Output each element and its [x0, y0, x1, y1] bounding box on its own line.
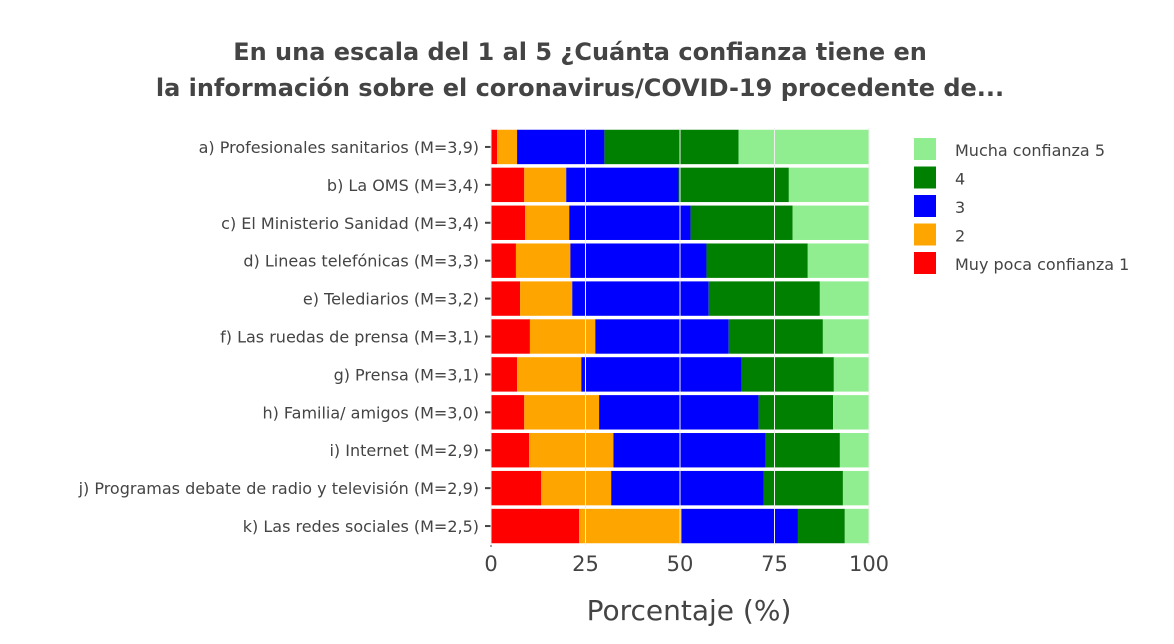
- y-axis: a) Profesionales sanitarios (M=3,9) b) La…: [78, 128, 492, 547]
- bar-segment-c-level-1: [491, 205, 526, 240]
- bar-segment-k-level-4: [797, 508, 845, 544]
- legend-label: 3: [955, 198, 965, 217]
- bar-segment-f-level-5: [822, 319, 869, 354]
- legend-item[interactable]: 2: [914, 223, 965, 246]
- bar-segment-h-level-2: [524, 395, 600, 430]
- legend-swatch: [914, 195, 936, 217]
- bar-segment-f-level-1: [491, 319, 530, 354]
- bar-segment-i-level-1: [491, 433, 530, 468]
- bar-segment-k-level-2: [579, 508, 682, 544]
- bar-segment-g-level-2: [517, 357, 582, 392]
- legend-swatch: [914, 138, 936, 160]
- y-tick-label: e) Telediarios (M=3,2): [303, 290, 479, 309]
- legend-item[interactable]: Muy poca confianza 1: [914, 252, 1129, 274]
- bar-segment-e-level-2: [520, 281, 573, 316]
- bar-segment-c-level-2: [525, 205, 570, 240]
- bar-segment-h-level-1: [491, 395, 525, 430]
- x-axis-title: Porcentaje (%): [587, 594, 792, 627]
- bar-segment-c-level-3: [569, 205, 691, 240]
- bar-segment-d-level-3: [570, 243, 707, 278]
- bar-segment-b-level-2: [524, 167, 567, 203]
- bar-segment-j-level-5: [842, 470, 869, 506]
- chart-title-line-1: En una escala del 1 al 5 ¿Cuánta confian…: [233, 38, 927, 66]
- bar-segment-i-level-3: [613, 433, 766, 468]
- bar-segment-k-level-1: [491, 508, 580, 544]
- y-tick-label: b) La OMS (M=3,4): [327, 176, 479, 195]
- bar-segment-i-level-5: [839, 433, 869, 468]
- y-tick-label: f) Las ruedas de prensa (M=3,1): [220, 328, 479, 347]
- bar-segment-k-level-3: [681, 508, 798, 544]
- y-tick-label: h) Familia/ amigos (M=3,0): [262, 403, 479, 422]
- y-tick-label: c) El Ministerio Sanidad (M=3,4): [221, 214, 479, 233]
- bar-segment-f-level-4: [728, 319, 823, 354]
- bars-group: [491, 129, 869, 544]
- x-axis: 0 25 50 75 100: [484, 128, 889, 576]
- y-tick-label: j) Programas debate de radio y televisió…: [78, 479, 479, 498]
- bar-segment-h-level-3: [599, 395, 759, 430]
- y-tick-label: i) Internet (M=2,9): [329, 441, 479, 460]
- bar-segment-j-level-3: [611, 470, 764, 506]
- x-tick-label: 100: [849, 552, 889, 576]
- bar-segment-g-level-4: [741, 357, 834, 392]
- bar-segment-d-level-4: [706, 243, 808, 278]
- bar-segment-b-level-1: [491, 167, 525, 203]
- bar-segment-e-level-1: [491, 281, 521, 316]
- x-tick-label: 50: [667, 552, 694, 576]
- x-tick-label: 25: [572, 552, 599, 576]
- bar-segment-j-level-4: [763, 470, 843, 506]
- legend: Mucha confianza 5 4 3 2 Muy poca confianza 1: [914, 138, 1129, 274]
- legend-label: 4: [955, 170, 965, 189]
- bar-segment-j-level-1: [491, 470, 542, 506]
- legend-swatch: [914, 252, 936, 274]
- chart-title-line-2: la información sobre el coronavirus/COVI…: [156, 74, 1004, 102]
- bar-segment-i-level-4: [765, 433, 840, 468]
- legend-label: Mucha confianza 5: [955, 141, 1105, 160]
- bar-segment-h-level-4: [758, 395, 834, 430]
- y-tick-label: d) Lineas telefónicas (M=3,3): [243, 252, 479, 271]
- bar-segment-e-level-3: [572, 281, 709, 316]
- y-tick-label: g) Prensa (M=3,1): [334, 365, 479, 384]
- legend-swatch: [914, 223, 936, 246]
- bar-segment-g-level-3: [581, 357, 742, 392]
- legend-label: Muy poca confianza 1: [955, 255, 1129, 274]
- bar-segment-c-level-4: [690, 205, 793, 240]
- bar-segment-g-level-5: [833, 357, 869, 392]
- legend-item[interactable]: Mucha confianza 5: [914, 138, 1105, 160]
- bar-segment-e-level-4: [708, 281, 820, 316]
- bar-segment-a-level-4: [604, 129, 739, 165]
- y-tick-label: a) Profesionales sanitarios (M=3,9): [199, 138, 479, 157]
- bar-segment-e-level-5: [819, 281, 869, 316]
- x-tick-label: 75: [761, 552, 788, 576]
- legend-item[interactable]: 3: [914, 195, 965, 217]
- bar-segment-i-level-2: [529, 433, 614, 468]
- legend-label: 2: [955, 227, 965, 246]
- bar-segment-a-level-2: [497, 129, 518, 165]
- bar-segment-a-level-5: [738, 129, 869, 165]
- y-tick-label: k) Las redes sociales (M=2,5): [243, 517, 479, 536]
- bar-segment-j-level-2: [541, 470, 612, 506]
- bar-segment-a-level-3: [517, 129, 605, 165]
- bar-segment-d-level-5: [807, 243, 869, 278]
- bar-segment-d-level-2: [515, 243, 571, 278]
- bar-segment-b-level-5: [788, 167, 869, 203]
- legend-item[interactable]: 4: [914, 166, 965, 189]
- bar-segment-h-level-5: [833, 395, 869, 430]
- bar-segment-b-level-3: [566, 167, 679, 203]
- bar-segment-g-level-1: [491, 357, 518, 392]
- bar-segment-c-level-5: [792, 205, 869, 240]
- bar-segment-f-level-2: [529, 319, 596, 354]
- bar-segment-d-level-1: [491, 243, 516, 278]
- bar-segment-f-level-3: [595, 319, 729, 354]
- bar-segment-a-level-1: [491, 129, 498, 165]
- x-tick-label: 0: [484, 552, 497, 576]
- bar-segment-k-level-5: [844, 508, 869, 544]
- bar-segment-b-level-4: [678, 167, 789, 203]
- legend-swatch: [914, 166, 936, 189]
